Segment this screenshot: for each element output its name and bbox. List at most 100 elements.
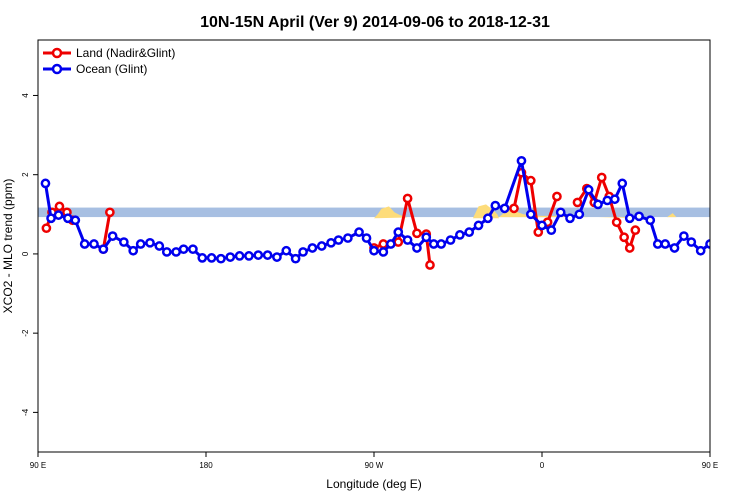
ocean-data-point — [361, 233, 372, 243]
ocean-data-point — [583, 184, 594, 195]
ocean-data-point — [609, 194, 620, 205]
ocean-data-point — [537, 220, 547, 231]
y-tick-label: -2 — [21, 329, 30, 337]
x-tick-label: 90 E — [702, 461, 718, 470]
y-tick-label: 4 — [21, 93, 30, 98]
ocean-data-point — [669, 243, 680, 253]
chart-title: 10N-15N April (Ver 9) 2014-09-06 to 2018… — [200, 14, 550, 31]
land-legend-marker — [51, 47, 63, 59]
ocean-data-point — [135, 239, 146, 249]
land-data-point — [393, 237, 404, 247]
ocean-data-point — [393, 227, 404, 237]
ocean-data-point — [178, 244, 189, 255]
ocean-data-point — [63, 213, 73, 224]
ocean-data-point — [723, 242, 730, 249]
land-data-point — [596, 172, 607, 183]
x-tick-label: 0 — [540, 461, 545, 470]
reference-band-group — [38, 207, 710, 218]
ocean-data-point — [679, 231, 689, 241]
ocean-data-point — [128, 245, 139, 256]
land-series-line — [101, 210, 112, 251]
y-axis-label: XCO2 - MLO trend (ppm) — [1, 179, 15, 314]
ocean-data-point — [421, 232, 432, 243]
ocean-data-point — [593, 199, 603, 210]
ocean-data-point — [624, 213, 635, 224]
ocean-data-point — [742, 248, 749, 255]
x-axis: 90 E 180 90 W 0 90 E — [30, 452, 718, 470]
ocean-data-point — [307, 243, 318, 253]
ocean-data-point — [154, 241, 165, 251]
ocean-data-point — [483, 213, 493, 224]
ocean-data-point — [216, 253, 226, 264]
land-data-point — [509, 203, 519, 214]
land-fill-group — [374, 204, 677, 219]
ocean-data-point — [428, 239, 439, 249]
land-data-point — [624, 243, 635, 253]
y-tick-label: -4 — [21, 408, 30, 416]
ocean-data-point — [652, 239, 663, 249]
ocean-data-point — [546, 225, 557, 236]
x-tick-label: 180 — [199, 461, 213, 470]
land-data-point — [721, 159, 728, 166]
land-data-point — [54, 201, 65, 212]
ocean-data-point — [695, 245, 706, 256]
ocean-data-point — [145, 237, 155, 248]
ocean-data-point — [617, 178, 628, 189]
ocean-data-point — [574, 209, 585, 220]
ocean-data-point — [402, 235, 413, 245]
ocean-data-point — [385, 239, 396, 249]
ocean-data-point — [298, 247, 308, 257]
ocean-data-point — [206, 253, 217, 263]
ocean-data-point — [171, 247, 181, 257]
ocean-data-point — [188, 244, 198, 255]
ocean-data-point — [705, 239, 710, 249]
land-data-point — [412, 228, 422, 239]
land-data-point — [378, 239, 389, 249]
ocean-data-point — [555, 207, 566, 218]
reference-band — [38, 207, 710, 218]
ocean-data-point — [161, 247, 172, 257]
ocean-data-point — [714, 239, 721, 246]
series-group — [40, 155, 749, 270]
ocean-data-point — [316, 241, 327, 251]
ocean-data-point — [253, 250, 264, 260]
ocean-data-point — [369, 245, 379, 256]
ocean-data-point — [70, 215, 81, 226]
ocean-data-point — [525, 209, 536, 220]
land-data-point — [611, 217, 622, 228]
land-data-point — [525, 175, 536, 186]
x-tick-label: 90 W — [365, 461, 384, 470]
ocean-data-point — [378, 247, 389, 257]
ocean-data-point — [343, 233, 353, 243]
ocean-data-point — [490, 200, 501, 211]
x-axis-label: Longitude (deg E) — [326, 477, 421, 491]
land-data-point — [402, 193, 413, 204]
ocean-data-point — [262, 250, 273, 260]
ocean-data-point — [602, 195, 613, 206]
ocean-data-point — [326, 237, 336, 248]
y-axis: -4 -2 0 2 4 — [21, 93, 38, 416]
land-data-point — [619, 232, 629, 243]
y-tick-label: 0 — [21, 251, 30, 256]
land-data-point — [716, 179, 723, 186]
land-fill-region — [667, 213, 677, 218]
ocean-data-point — [225, 252, 236, 262]
x-tick-label: 90 E — [30, 461, 46, 470]
ocean-data-point — [290, 253, 301, 264]
ocean-data-point — [333, 235, 344, 245]
ocean-data-point — [89, 239, 99, 249]
ocean-data-point — [354, 227, 364, 237]
ocean-data-point — [40, 178, 51, 189]
ocean-legend-marker — [51, 63, 63, 75]
ocean-data-point — [733, 248, 740, 255]
ocean-data-point — [98, 244, 109, 255]
ocean-data-point — [107, 231, 118, 241]
ocean-data-point — [686, 237, 697, 247]
land-legend-label: Land (Nadir&Glint) — [76, 46, 175, 60]
land-fill-region — [472, 204, 500, 219]
ocean-data-point — [499, 203, 510, 214]
ocean-data-point — [46, 213, 56, 224]
ocean-data-point — [445, 235, 456, 245]
ocean-data-point — [436, 239, 447, 249]
